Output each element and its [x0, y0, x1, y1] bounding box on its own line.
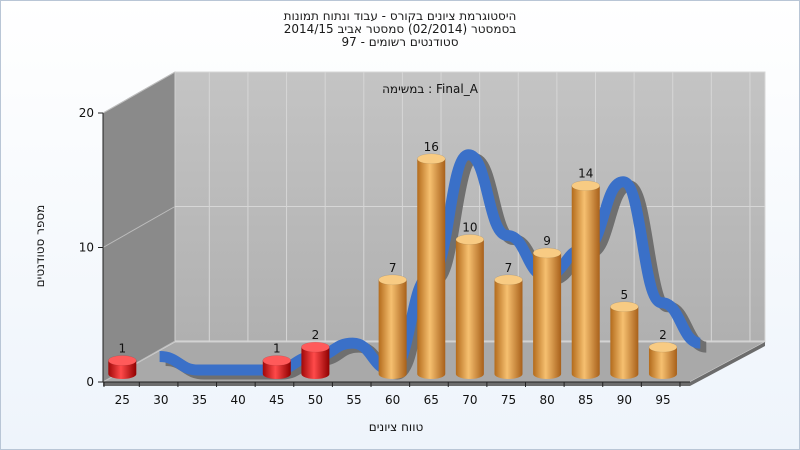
x-tick-label: 85 — [578, 393, 593, 407]
x-tick-label: 40 — [231, 393, 246, 407]
bar-value-label: 10 — [462, 221, 477, 235]
bar-body — [648, 347, 677, 379]
bar-top — [301, 341, 330, 353]
bar-top — [610, 301, 639, 312]
bar-value-label: 5 — [621, 288, 629, 302]
x-tick-label: 25 — [115, 393, 130, 407]
chart-title-line-3: סטודנטים רשומים - 97 — [341, 35, 459, 49]
x-tick-label: 75 — [501, 393, 516, 407]
bar-top — [648, 341, 678, 353]
y-tick-label: 20 — [79, 106, 94, 120]
x-ticks: 25 30 35 40 45 50 55 60 65 70 75 80 85 90 95 — [103, 382, 681, 407]
y-axis-label: מספר סטודנטים — [33, 205, 47, 288]
chart-title-line-1: היסטוגרמת ציונים בקורס - עבוד ונתוח תמונ… — [283, 9, 517, 23]
x-tick-label: 90 — [617, 393, 632, 407]
bar-top — [494, 274, 523, 286]
bar — [301, 341, 330, 379]
x-tick-label: 50 — [308, 393, 323, 407]
bar-body — [417, 158, 446, 379]
bar-value-label: 7 — [389, 261, 397, 275]
bar-top — [571, 180, 600, 191]
x-axis-label: טווח ציונים — [369, 420, 424, 434]
bar — [108, 355, 137, 379]
bar-top — [455, 234, 485, 245]
x-tick-label: 70 — [462, 393, 477, 407]
bar-value-label: 16 — [424, 140, 439, 154]
bar-top — [108, 355, 137, 366]
bar — [417, 153, 446, 379]
bar-value-label: 14 — [578, 167, 593, 181]
bar-body — [610, 306, 639, 379]
bar-body — [533, 252, 562, 379]
bar-top — [378, 274, 407, 286]
x-tick-label: 80 — [539, 393, 554, 407]
bar-body — [262, 360, 291, 379]
bar-body — [571, 185, 600, 379]
bar — [610, 301, 639, 379]
x-tick-label: 95 — [655, 393, 670, 407]
bar-body — [378, 279, 407, 379]
bar-value-label: 2 — [312, 328, 320, 342]
bar — [571, 180, 600, 379]
grid-line-y — [102, 206, 176, 248]
x-tick-label: 45 — [269, 393, 284, 407]
bar-body — [494, 279, 523, 379]
bar-body — [455, 239, 484, 379]
floor-right-edge — [690, 342, 765, 386]
bar — [455, 234, 485, 379]
bar-top — [262, 355, 292, 366]
bar-value-label: 1 — [118, 342, 126, 356]
bar — [532, 247, 562, 379]
bar-body — [301, 347, 330, 379]
bar-value-label: 9 — [543, 234, 551, 248]
x-tick-label: 55 — [346, 393, 361, 407]
bar-value-label: 1 — [273, 342, 281, 356]
annotation: במשימה : Final_A — [382, 82, 479, 96]
bar-top — [532, 247, 562, 259]
floor-front-edge — [103, 382, 690, 386]
y-tick-label: 10 — [79, 241, 94, 255]
x-tick-label: 30 — [153, 393, 168, 407]
y-tick-label: 0 — [86, 375, 94, 389]
bar-body — [108, 360, 137, 379]
bar — [262, 355, 292, 379]
grid-line-y — [102, 71, 176, 114]
bar-top — [417, 153, 446, 165]
bar — [648, 341, 678, 379]
x-tick-label: 65 — [424, 393, 439, 407]
data-labels-layer: 1 1 2 7 16 10 7 9 14 5 2 — [118, 140, 666, 356]
bar-value-label: 7 — [505, 261, 513, 275]
bar-value-label: 2 — [659, 328, 667, 342]
bar — [494, 274, 523, 379]
bars-layer — [108, 153, 678, 379]
x-tick-label: 60 — [385, 393, 400, 407]
bar — [378, 274, 407, 379]
y-ticks: 0 10 20 — [79, 106, 103, 389]
x-tick-label: 35 — [192, 393, 207, 407]
chart-title-line-2: בסמסטר (02/2014) סמסטר אביב 2014/15 — [283, 22, 517, 36]
